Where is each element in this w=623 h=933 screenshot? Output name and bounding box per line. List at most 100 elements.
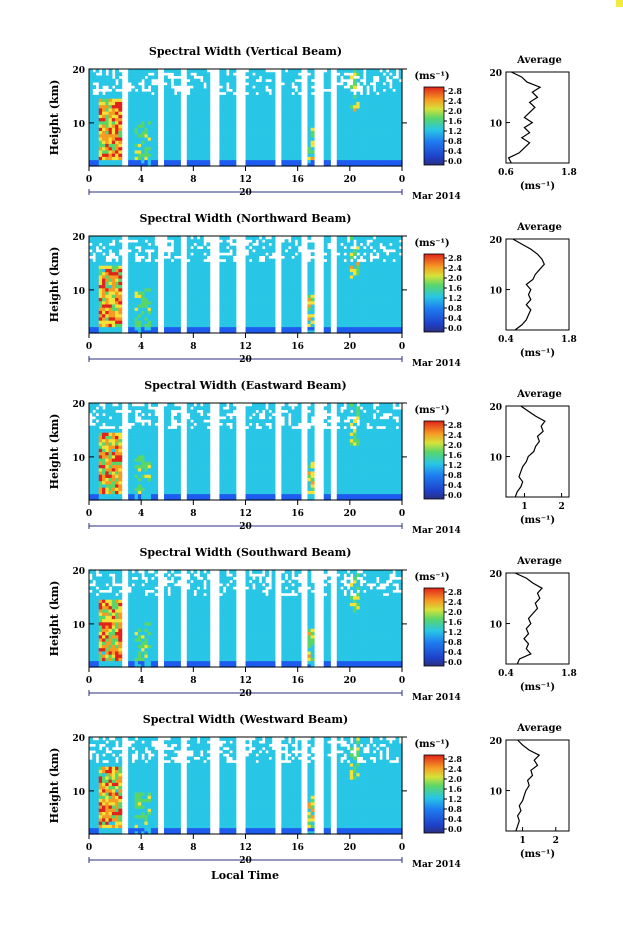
heatmap-cell	[223, 69, 227, 73]
heatmap-cell	[206, 262, 210, 266]
heatmap-cell	[311, 252, 315, 256]
heatmap-cell	[226, 236, 230, 240]
average-y-tick-label: 10	[489, 120, 502, 130]
heatmap-cell	[118, 403, 122, 407]
heatmap-cell	[206, 72, 210, 76]
average-x-label: (ms⁻¹)	[520, 181, 555, 192]
heatmap-cell	[118, 242, 122, 246]
heatmap-cell	[311, 242, 315, 246]
heatmap-cell	[232, 69, 236, 73]
heatmap-cell	[232, 246, 236, 250]
colorbar-tick-label: 2.8	[448, 86, 462, 96]
heatmap-cell	[311, 82, 315, 86]
average-x-tick-label: 0.4	[498, 335, 514, 345]
x-tick-label: 4	[138, 342, 144, 352]
heatmap-cell	[343, 236, 347, 240]
x-tick-label: 0	[399, 342, 405, 352]
colorbar-tick-label: 0.4	[448, 146, 462, 156]
heatmap-cell	[154, 246, 158, 250]
x-tick-label: 8	[190, 342, 196, 352]
heatmap-cell	[298, 95, 302, 99]
heatmap-cell	[311, 259, 315, 263]
heatmap-cell	[232, 262, 236, 266]
x-tick-label: 20	[344, 175, 357, 185]
heatmap-cell	[386, 82, 390, 86]
heatmap-cell	[109, 69, 113, 73]
heatmap-cell	[298, 82, 302, 86]
heatmap-cell	[144, 252, 148, 256]
heatmap-cell	[311, 69, 315, 73]
panel-1: Spectral Width (Vertical Beam) 10 20 Height…	[48, 45, 577, 202]
heatmap-cell	[272, 236, 276, 240]
average-frame	[506, 239, 569, 330]
colorbar-tick-label: 1.2	[448, 293, 462, 303]
heatmap-cell	[118, 72, 122, 76]
heatmap-cell	[167, 79, 171, 83]
date-label: Mar 2014	[412, 359, 461, 369]
heatmap-cell	[307, 236, 311, 240]
heatmap-cell	[200, 236, 204, 240]
heatmap-cell	[177, 406, 181, 410]
heatmap-cell	[177, 413, 181, 417]
y-tick-label: 20	[72, 233, 85, 243]
average-profile-line	[509, 72, 540, 163]
day-label: 20	[239, 355, 252, 365]
heatmap-cell	[151, 236, 155, 240]
heatmap-cell	[154, 426, 158, 430]
heatmap-cell	[177, 92, 181, 96]
colorbar	[424, 254, 444, 332]
x-tick-label: 12	[239, 342, 252, 352]
average-x-tick-label: 0.6	[498, 168, 514, 178]
panel-2: Spectral Width (Northward Beam)1020Heigh…	[48, 212, 577, 369]
average-title: Average	[516, 55, 562, 66]
average-x-label: (ms⁻¹)	[520, 348, 555, 359]
heatmap-cell	[154, 403, 158, 407]
heatmap-cells	[89, 236, 403, 334]
date-label: Mar 2014	[412, 192, 461, 202]
heatmap-cell	[360, 69, 364, 73]
colorbar-tick-label: 1.6	[448, 283, 462, 293]
x-tick-label: 16	[291, 175, 304, 185]
average-y-tick-label: 20	[489, 69, 502, 79]
y-tick-label: 10	[72, 120, 85, 130]
heatmap-cell	[232, 75, 236, 79]
x-tick-label: 0	[86, 342, 92, 352]
heatmap-cell	[327, 69, 331, 73]
colorbar-tick-label: 2.8	[448, 253, 462, 263]
heatmap-cell	[327, 92, 331, 96]
heatmap-cell	[177, 69, 181, 73]
heatmap-cell	[311, 88, 315, 92]
colorbar-tick-label: 0.8	[448, 136, 462, 146]
heatmap-cell	[154, 262, 158, 266]
heatmap-cell	[118, 92, 122, 96]
y-tick-label: 10	[72, 287, 85, 297]
y-axis-label: Height (km)	[48, 80, 61, 156]
panel-title: Spectral Width (Vertical Beam)	[149, 45, 342, 58]
x-tick-label: 12	[239, 175, 252, 185]
heatmap-cell	[392, 69, 396, 73]
x-tick-label: 4	[138, 175, 144, 185]
y-axis-label: Height (km)	[48, 247, 61, 323]
average-title: Average	[516, 222, 562, 233]
heatmap-cell	[232, 95, 236, 99]
colorbar-tick-label: 0.8	[448, 303, 462, 313]
heatmap-cell	[232, 239, 236, 243]
colorbar-unit: (ms⁻¹)	[414, 71, 449, 82]
heatmap-cell	[167, 242, 171, 246]
heatmap-cell	[177, 79, 181, 83]
average-x-tick-label: 1.8	[561, 168, 577, 178]
heatmap-cell	[144, 403, 148, 407]
heatmap-cell	[102, 69, 106, 73]
heatmap-cell	[177, 259, 181, 263]
colorbar-tick-label: 2.0	[448, 273, 462, 283]
heatmap-cell	[151, 409, 155, 413]
colorbar-tick-label: 2.4	[448, 263, 462, 273]
heatmap-cell	[171, 88, 175, 92]
heatmap-cell	[154, 416, 158, 420]
heatmap-cell	[154, 85, 158, 89]
heatmap-cell	[177, 426, 181, 430]
panel-title: Spectral Width (Eastward Beam)	[144, 379, 346, 392]
heatmap-cell	[177, 236, 181, 240]
heatmap-cells	[89, 69, 403, 167]
